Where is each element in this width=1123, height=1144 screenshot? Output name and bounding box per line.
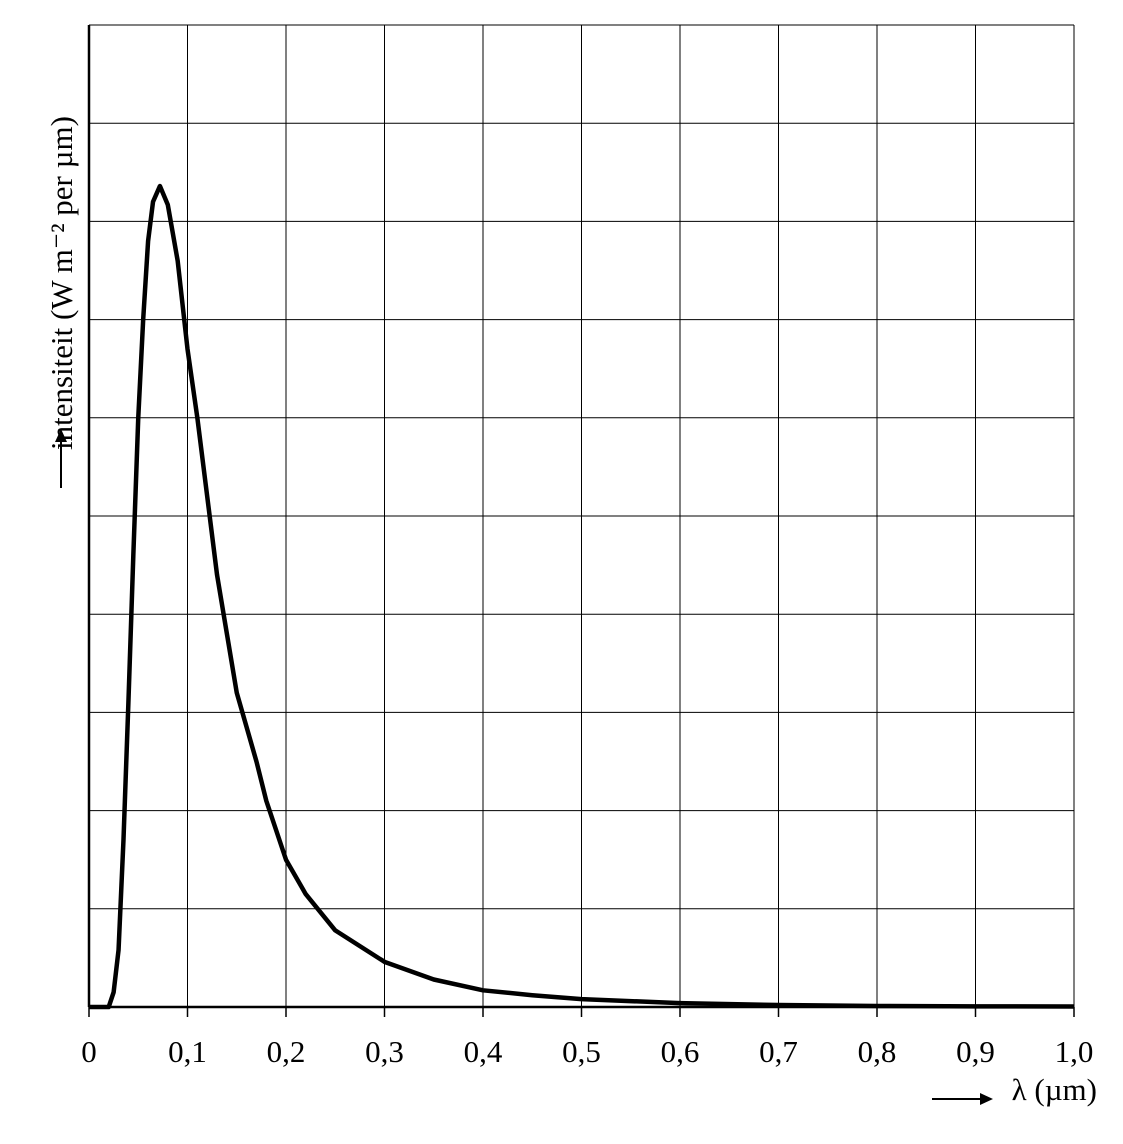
x-tick-label: 0,3 [365, 1034, 404, 1069]
x-tick-label: 0,6 [661, 1034, 700, 1069]
x-tick-label: 0,4 [464, 1034, 503, 1069]
y-label-arrowhead [55, 429, 67, 442]
x-tick-label: 0,8 [858, 1034, 897, 1069]
x-tick-label: 0,2 [267, 1034, 306, 1069]
x-tick-label: 0,1 [168, 1034, 207, 1069]
x-tick-label: 0,5 [562, 1034, 601, 1069]
x-tick-label: 0 [81, 1034, 97, 1069]
y-axis-label: intensiteit (W m⁻² per µm) [44, 116, 79, 450]
x-tick-label: 0,7 [759, 1034, 798, 1069]
x-label-arrowhead [980, 1093, 993, 1105]
curve [89, 183, 1075, 1010]
x-axis-label: λ (µm) [1012, 1072, 1097, 1107]
x-tick-label: 0,9 [956, 1034, 995, 1069]
x-tick-label: 1,0 [1055, 1034, 1094, 1069]
